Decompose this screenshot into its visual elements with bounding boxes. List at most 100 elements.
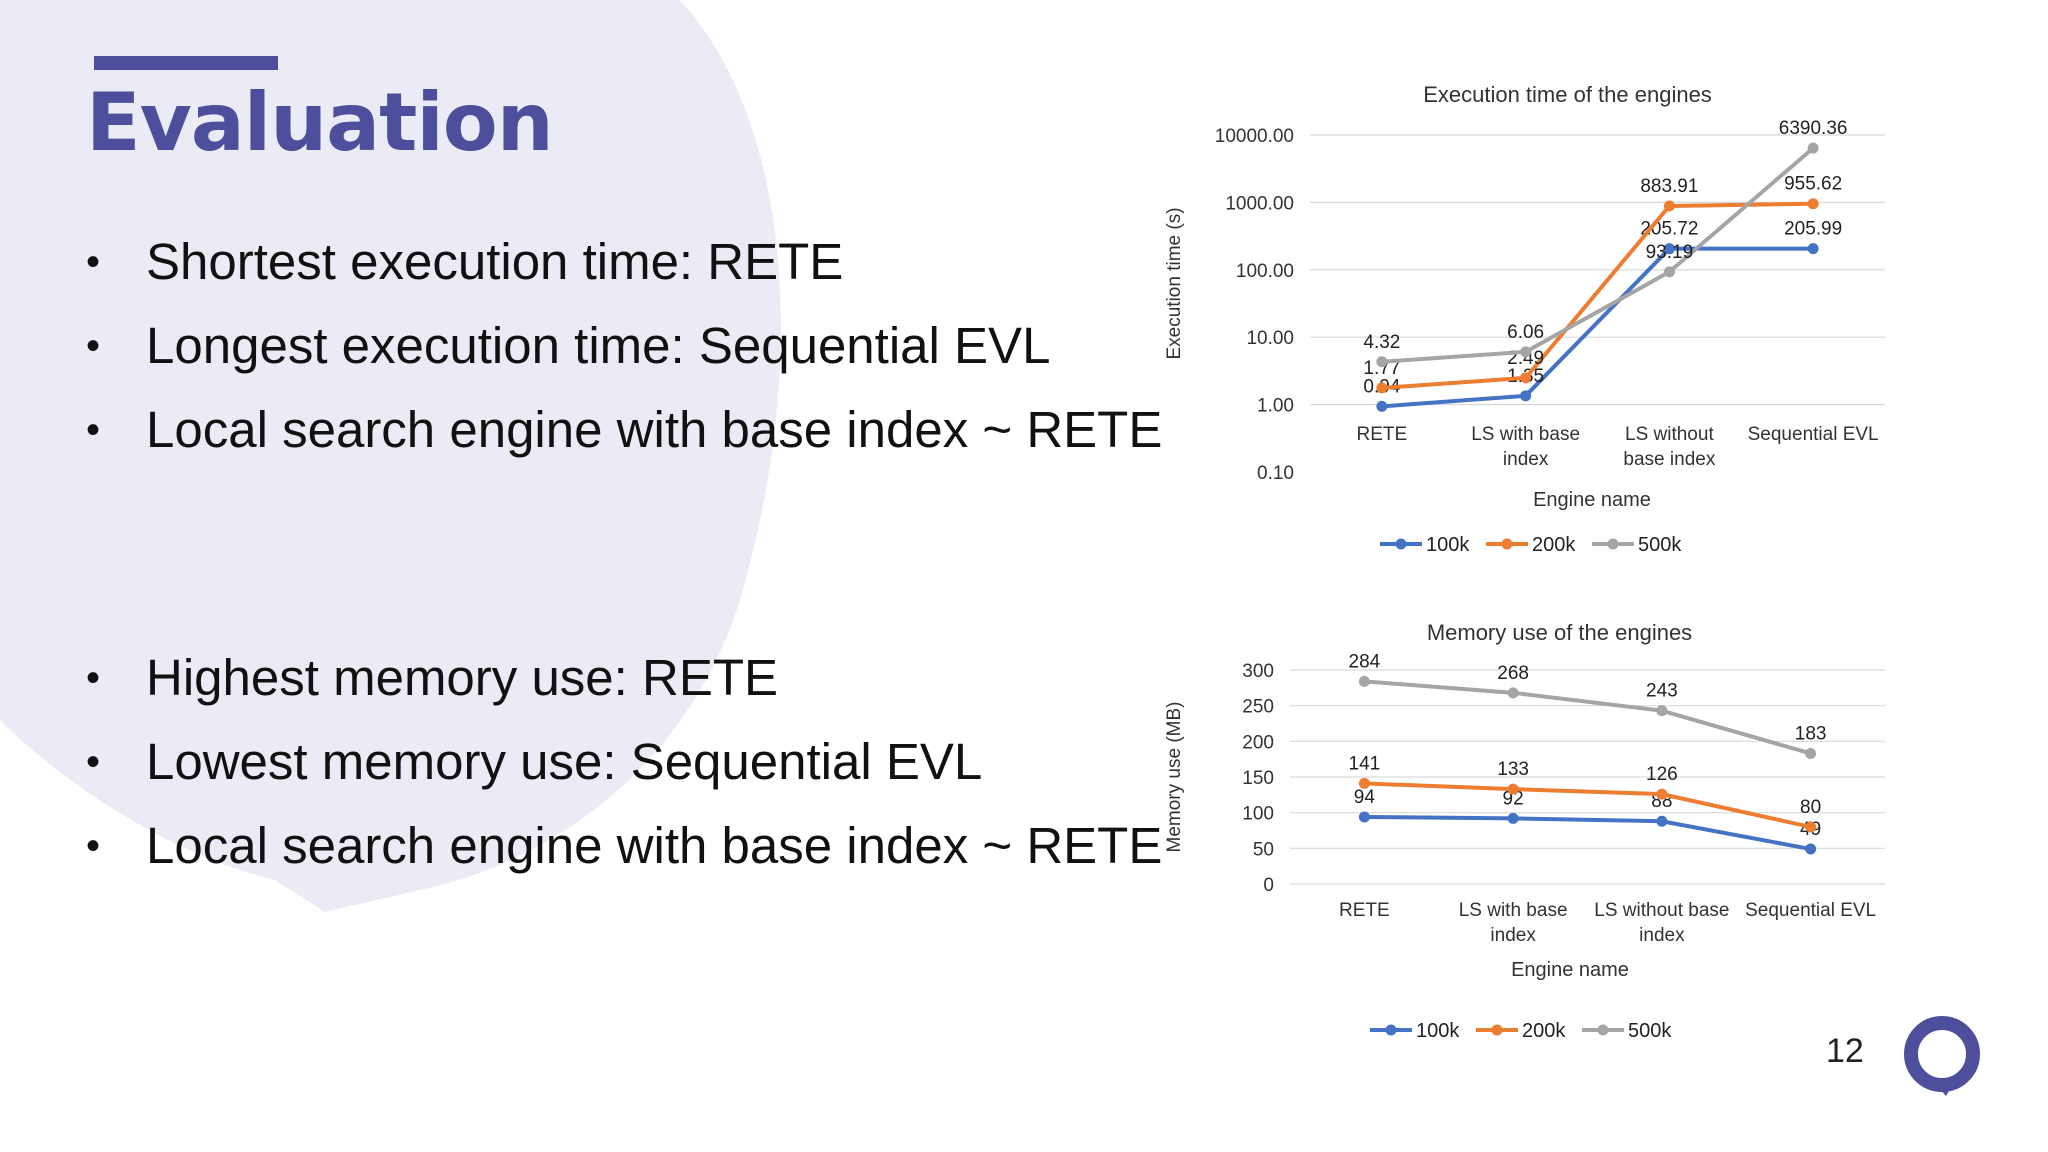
- data-point: [1656, 788, 1668, 800]
- y-tick-label: 1.00: [1257, 396, 1294, 417]
- data-point: [1507, 812, 1519, 824]
- x-tick-label: LS without base index: [1623, 424, 1715, 470]
- legend-marker: [1385, 1024, 1397, 1036]
- x-tick-label: LS with base index: [1471, 424, 1580, 470]
- legend-marker: [1395, 538, 1407, 550]
- y-tick-label: 10.00: [1246, 328, 1294, 349]
- legend-label: 500k: [1638, 534, 1682, 556]
- data-point: [1520, 372, 1532, 384]
- data-point: [1358, 811, 1370, 823]
- data-point: [1376, 356, 1388, 368]
- x-tick-label: LS without base index: [1594, 900, 1729, 946]
- y-tick-label: 100.00: [1236, 261, 1294, 282]
- data-point: [1507, 687, 1519, 699]
- data-label: 6390.36: [1779, 118, 1848, 139]
- legend-marker: [1501, 538, 1513, 550]
- legend-label: 200k: [1532, 534, 1576, 556]
- data-point: [1376, 400, 1388, 412]
- bullet-item: Highest memory use: RETE: [82, 636, 1162, 720]
- series-line: [1364, 814, 1811, 852]
- legend-label: 200k: [1522, 1020, 1566, 1042]
- execution-time-findings: Shortest execution time: RETE Longest ex…: [82, 220, 1162, 472]
- y-axis-label: Memory use (MB): [1164, 702, 1185, 853]
- data-point: [1358, 777, 1370, 789]
- data-label: 284: [1349, 651, 1381, 672]
- x-tick-label: RETE: [1357, 424, 1408, 445]
- data-label: 955.62: [1784, 174, 1842, 195]
- legend-label: 100k: [1426, 534, 1470, 556]
- x-tick-label: Sequential EVL: [1745, 900, 1876, 921]
- data-point: [1663, 266, 1675, 278]
- y-tick-label: 10000.00: [1215, 126, 1294, 147]
- data-label: 1.77: [1363, 358, 1400, 379]
- data-label: 133: [1497, 759, 1529, 780]
- data-label: 80: [1800, 797, 1821, 818]
- data-point: [1805, 747, 1817, 759]
- data-point: [1807, 243, 1819, 255]
- legend-label: 100k: [1416, 1020, 1460, 1042]
- page-number: 12: [1826, 1032, 1864, 1070]
- bullet-item: Local search engine with base index ~ RE…: [82, 804, 1162, 888]
- bullet-item: Local search engine with base index ~ RE…: [82, 388, 1162, 472]
- data-label: 92: [1503, 788, 1524, 809]
- legend-marker: [1607, 538, 1619, 550]
- data-point: [1805, 843, 1817, 855]
- data-point: [1520, 390, 1532, 402]
- chart-title: Execution time of the engines: [1423, 82, 1712, 107]
- legend-marker: [1491, 1024, 1503, 1036]
- data-point: [1520, 346, 1532, 358]
- data-label: 93.19: [1646, 242, 1694, 263]
- data-label: 205.99: [1784, 219, 1842, 240]
- memory-use-chart: Memory use of the engines 0 50 100 150 200 250…: [1164, 620, 1885, 1042]
- series-line: [1381, 201, 1814, 390]
- data-point: [1376, 382, 1388, 394]
- chart-title: Memory use of the engines: [1427, 620, 1692, 645]
- bullet-item: Shortest execution time: RETE: [82, 220, 1162, 304]
- data-label: 141: [1349, 753, 1381, 774]
- data-label: 268: [1497, 663, 1529, 684]
- series-line: [1381, 146, 1815, 364]
- series-line: [1364, 679, 1812, 756]
- y-axis-label: Execution time (s): [1164, 207, 1185, 359]
- data-label: 883.91: [1640, 176, 1698, 197]
- speech-bubble-ring-icon: [1904, 1016, 1980, 1096]
- y-tick-label: 250: [1242, 697, 1274, 718]
- x-tick-label: LS with base index: [1459, 900, 1568, 946]
- y-tick-label: 200: [1242, 732, 1274, 753]
- x-tick-label: Sequential EVL: [1748, 424, 1879, 445]
- x-axis-label: Engine name: [1511, 959, 1629, 981]
- y-tick-label: 100: [1242, 804, 1274, 825]
- y-tick-label: 50: [1253, 839, 1274, 860]
- title-accent-bar: [94, 56, 278, 70]
- data-point: [1656, 705, 1668, 717]
- data-label: 183: [1795, 723, 1827, 744]
- data-point: [1807, 198, 1819, 210]
- series-line: [1381, 246, 1814, 409]
- legend-label: 500k: [1628, 1020, 1672, 1042]
- y-tick-label: 300: [1242, 661, 1274, 682]
- data-label: 243: [1646, 681, 1678, 702]
- data-point: [1805, 821, 1817, 833]
- data-point: [1507, 783, 1519, 795]
- y-tick-label: 1000.00: [1225, 193, 1294, 214]
- slide-title: Evaluation: [86, 76, 554, 169]
- memory-use-findings: Highest memory use: RETE Lowest memory u…: [82, 636, 1162, 888]
- data-point: [1358, 675, 1370, 687]
- data-label: 126: [1646, 764, 1678, 785]
- bullet-item: Longest execution time: Sequential EVL: [82, 304, 1162, 388]
- execution-time-chart: Execution time of the engines 0.10 1.00 10.…: [1164, 82, 1885, 556]
- y-tick-label: 0.10: [1257, 463, 1294, 484]
- data-point: [1663, 243, 1675, 255]
- bullet-item: Lowest memory use: Sequential EVL: [82, 720, 1162, 804]
- data-label: 94: [1354, 787, 1376, 808]
- x-axis-label: Engine name: [1533, 489, 1651, 511]
- data-point: [1663, 200, 1675, 212]
- x-tick-label: RETE: [1339, 900, 1390, 921]
- legend-marker: [1597, 1024, 1609, 1036]
- data-label: 6.06: [1507, 322, 1544, 343]
- y-tick-label: 0: [1263, 875, 1274, 896]
- y-tick-label: 150: [1242, 768, 1274, 789]
- data-label: 4.32: [1363, 332, 1400, 353]
- series-line: [1364, 781, 1812, 829]
- data-point: [1656, 815, 1668, 827]
